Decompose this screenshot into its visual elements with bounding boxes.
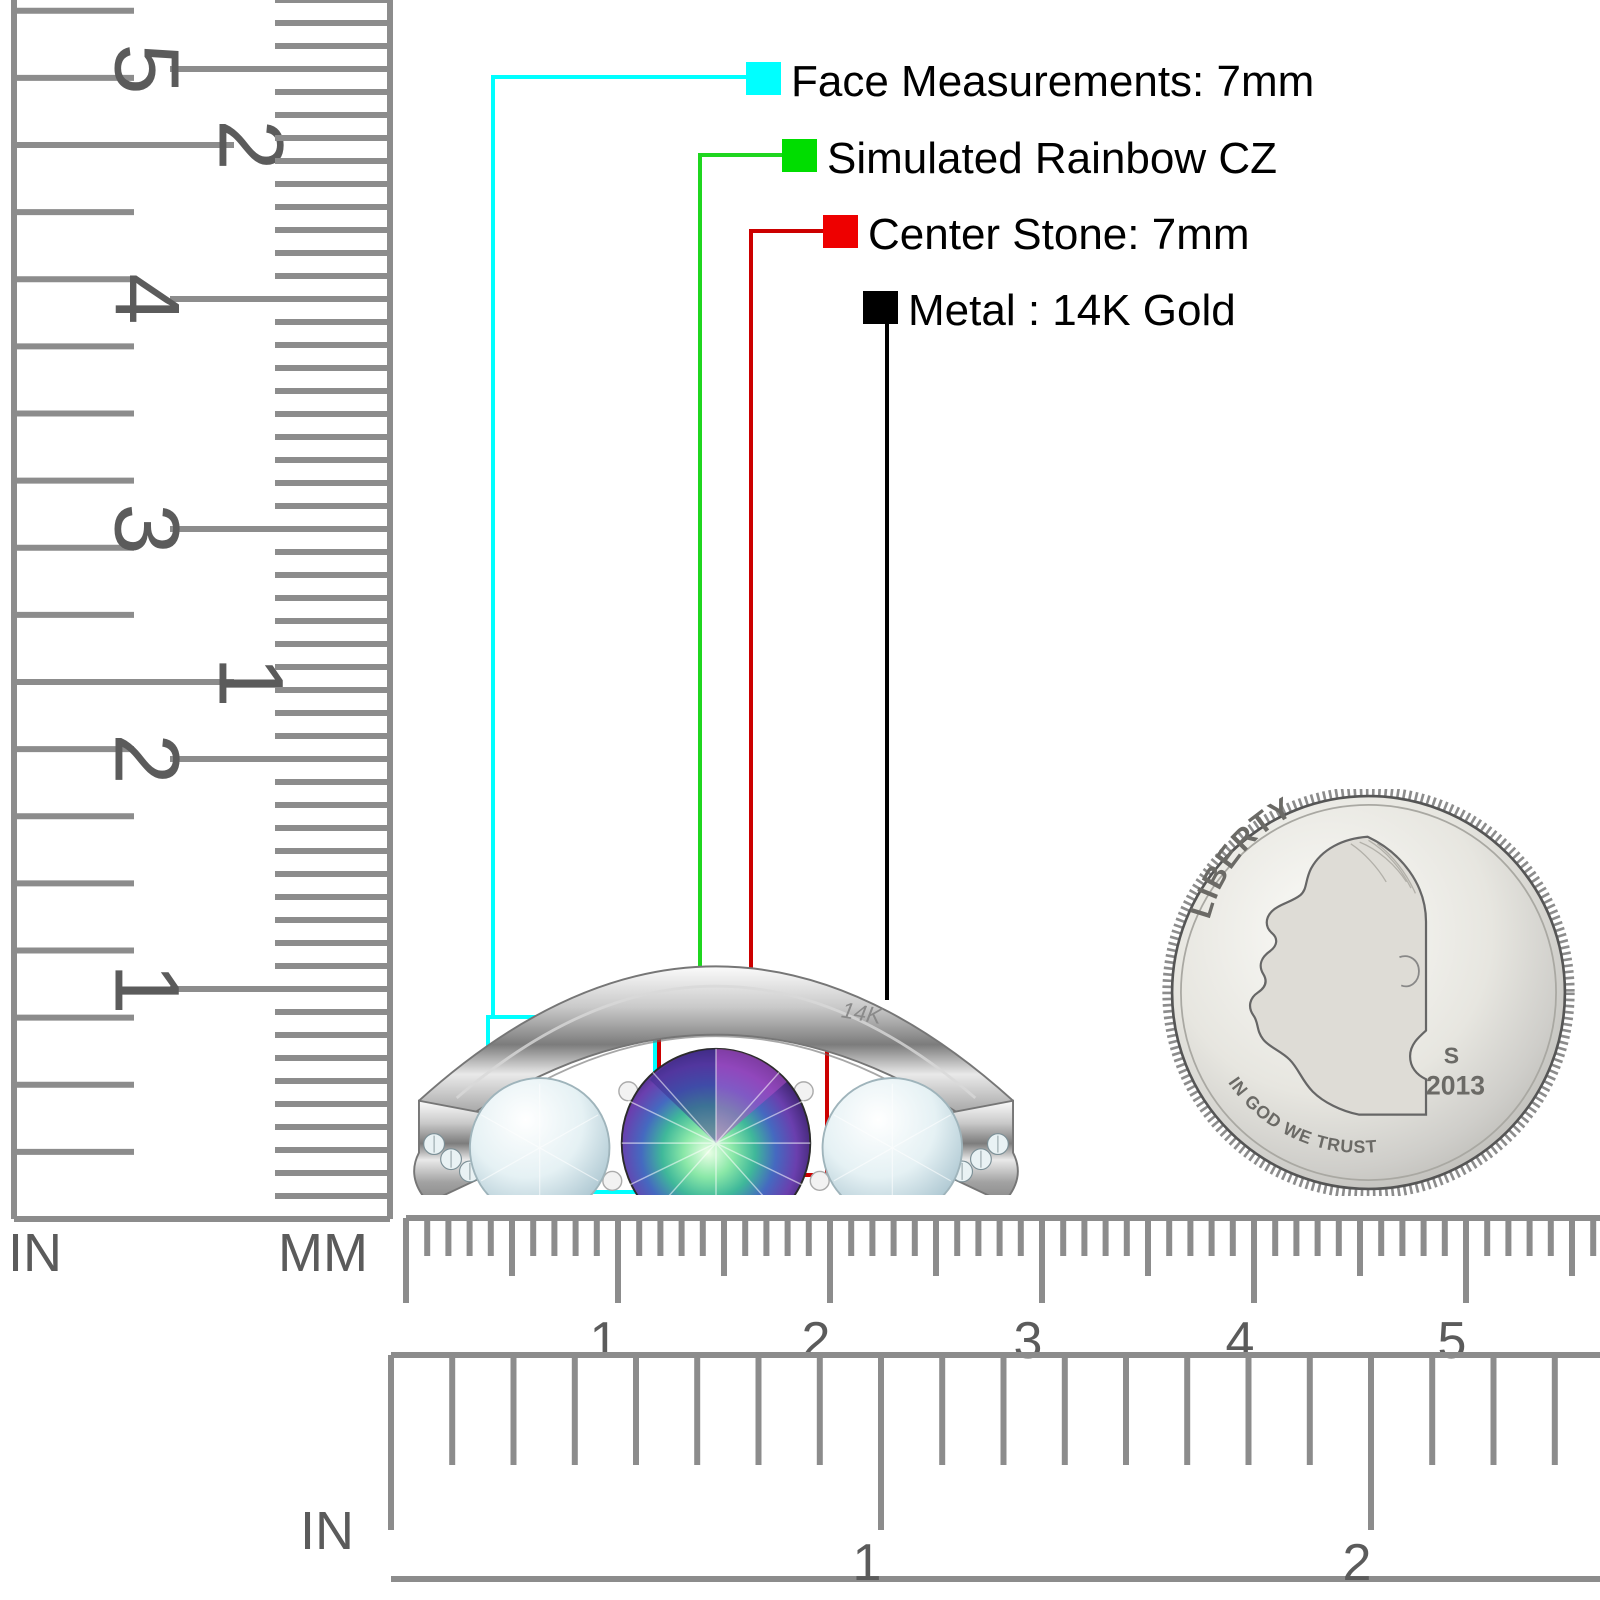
svg-text:3: 3 (96, 503, 198, 554)
svg-text:1: 1 (590, 1312, 619, 1370)
svg-text:5: 5 (1438, 1312, 1467, 1370)
svg-text:4: 4 (96, 273, 198, 324)
svg-text:5: 5 (96, 43, 198, 94)
svg-text:2: 2 (1343, 1534, 1372, 1592)
svg-text:1: 1 (853, 1534, 882, 1592)
svg-text:2: 2 (802, 1312, 831, 1370)
svg-text:1: 1 (96, 963, 198, 1014)
svg-text:3: 3 (1014, 1312, 1043, 1370)
svg-text:2: 2 (96, 733, 198, 784)
